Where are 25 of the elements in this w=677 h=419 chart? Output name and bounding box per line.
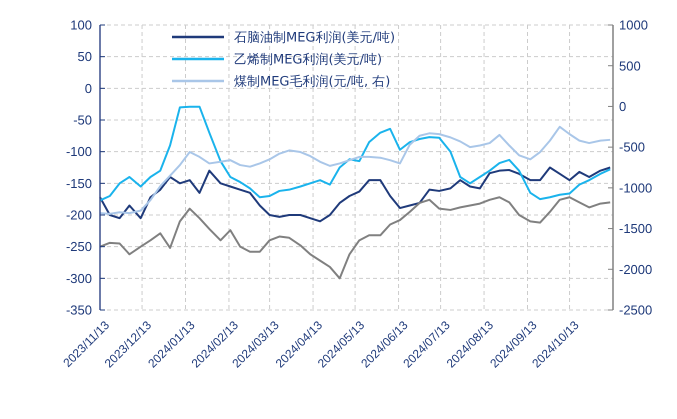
y-tick-label: -300 [66, 270, 92, 286]
y2-tick-label: -1000 [619, 180, 652, 196]
y2-tick-label: 500 [619, 58, 641, 74]
y-tick-label: -100 [66, 144, 92, 160]
y2-tick-label: -1500 [619, 221, 652, 236]
y2-tick-label: -500 [619, 140, 646, 155]
y2-tick-label: -2000 [619, 262, 652, 277]
y-tick-label: 0 [84, 80, 92, 96]
line-series [99, 106, 612, 202]
y-tick-label: 100 [70, 18, 92, 33]
line-series [99, 196, 612, 280]
y-tick-label: 50 [78, 49, 92, 64]
y-tick-label: -150 [66, 176, 92, 191]
y2-tick-label: 1000 [619, 18, 648, 33]
legend-label: 乙烯制MEG利润(美元/吨) [234, 52, 382, 68]
y-tick-label: -50 [73, 112, 92, 128]
line-series [99, 166, 612, 222]
y-tick-label: -350 [66, 302, 92, 318]
legend-label: 煤制MEG毛利润(元/吨, 右) [234, 74, 390, 90]
line-series [99, 126, 612, 215]
legend-label: 石脑油制MEG利润(美元/吨) [234, 30, 396, 46]
y2-tick-label: -2500 [619, 302, 652, 318]
y2-tick-label: 0 [619, 98, 626, 114]
y-tick-label: -200 [66, 208, 92, 223]
y-tick-label: -250 [66, 239, 92, 254]
